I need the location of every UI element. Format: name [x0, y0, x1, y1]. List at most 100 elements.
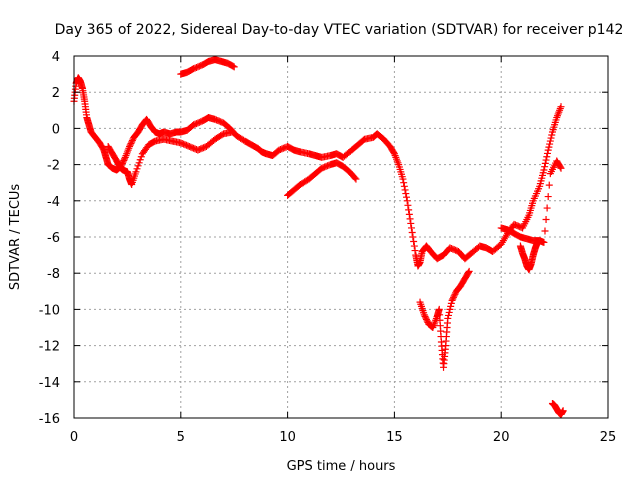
data-point [543, 149, 551, 157]
data-point [559, 407, 567, 415]
data-point [399, 175, 407, 183]
x-axis-label: GPS time / hours [287, 459, 396, 474]
y-tick-label: -12 [39, 340, 60, 355]
data-point [408, 228, 416, 236]
y-axis-label: SDTVAR / TECUs [8, 184, 23, 291]
data-point [410, 242, 418, 250]
data-point [420, 311, 428, 319]
data-point [406, 215, 414, 223]
y-tick-label: -14 [39, 376, 60, 391]
data-point [541, 227, 549, 235]
data-point [351, 174, 359, 182]
data-point [128, 138, 136, 146]
data-point [449, 293, 457, 301]
data-point [229, 62, 237, 70]
data-point [405, 206, 413, 214]
y-tick-label: -10 [39, 303, 60, 318]
x-tick-label: 5 [177, 430, 185, 445]
data-point [447, 302, 455, 310]
data-point [137, 153, 145, 161]
data-point [411, 247, 419, 255]
data-point [541, 159, 549, 167]
data-point [540, 238, 548, 246]
axis-ticks: 0 5 10 15 20 25 -16 -14 -12 -10 -8 -6 -4 -2 0 2 4 [39, 50, 617, 445]
data-point [128, 136, 136, 144]
data-point [450, 292, 458, 300]
data-point [543, 204, 551, 212]
data-point [410, 238, 418, 246]
data-point [421, 312, 429, 320]
data-point [447, 299, 455, 307]
data-point [465, 267, 473, 275]
data-point [464, 269, 472, 277]
data-point [390, 149, 398, 157]
data-point [546, 137, 554, 145]
y-tick-label: -16 [39, 412, 60, 427]
data-point [541, 163, 549, 171]
data-point [449, 295, 457, 303]
data-point [136, 156, 144, 164]
y-tick-label: -4 [47, 195, 60, 210]
data-point [401, 186, 409, 194]
data-point [126, 141, 134, 149]
x-tick-label: 0 [70, 430, 78, 445]
data-point [404, 201, 412, 209]
data-point [542, 216, 550, 224]
data-point [407, 224, 415, 232]
data-point [422, 314, 430, 322]
data-point [423, 317, 431, 325]
grid-lines [74, 56, 608, 418]
data-point [402, 190, 410, 198]
data-point [448, 296, 456, 304]
data-point [548, 131, 556, 139]
y-tick-label: 2 [52, 86, 60, 101]
data-point [121, 155, 129, 163]
data-point [400, 179, 408, 187]
data-point [544, 146, 552, 154]
data-point [557, 103, 565, 111]
data-point [547, 134, 555, 142]
data-points [70, 56, 567, 418]
x-tick-label: 15 [386, 430, 403, 445]
data-point [409, 233, 417, 241]
data-point [446, 305, 454, 313]
data-point [132, 168, 140, 176]
data-point [127, 139, 135, 147]
data-point [557, 164, 565, 172]
x-tick-label: 10 [279, 430, 296, 445]
data-point [445, 311, 453, 319]
data-point [403, 193, 411, 201]
data-point [400, 182, 408, 190]
data-point [444, 314, 452, 322]
data-point [120, 156, 128, 164]
data-point [407, 219, 415, 227]
data-point [540, 166, 548, 174]
data-point [545, 181, 553, 189]
data-point [451, 290, 459, 298]
x-tick-label: 20 [493, 430, 510, 445]
data-point [534, 238, 542, 246]
data-point [230, 63, 238, 71]
data-point [403, 197, 411, 205]
data-point [126, 143, 134, 150]
chart-title: Day 365 of 2022, Sidereal Day-to-day VTE… [55, 22, 624, 38]
data-point [422, 315, 430, 323]
data-point [405, 210, 413, 218]
data-point [445, 308, 453, 316]
data-point [228, 128, 236, 136]
data-point [352, 175, 360, 183]
data-point [545, 143, 553, 151]
y-tick-label: -8 [47, 267, 60, 282]
data-point [544, 193, 552, 201]
y-tick-label: 0 [52, 122, 60, 137]
y-tick-label: -2 [47, 159, 60, 174]
y-tick-label: 4 [52, 50, 60, 65]
data-point [543, 153, 551, 161]
data-point [134, 162, 142, 170]
x-tick-label: 25 [600, 430, 617, 445]
data-point [556, 163, 564, 171]
data-point [133, 165, 141, 173]
data-point [135, 159, 143, 167]
data-point [542, 156, 550, 164]
